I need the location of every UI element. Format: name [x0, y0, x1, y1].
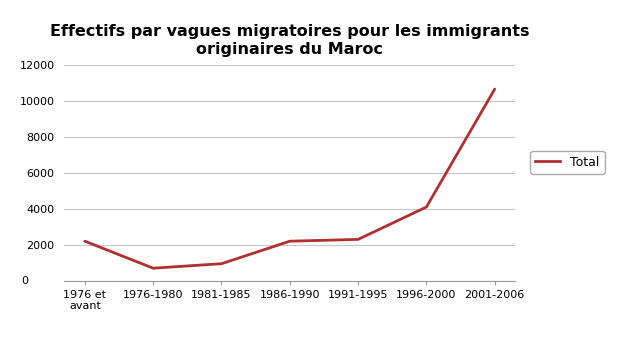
Legend: Total: Total — [531, 150, 605, 174]
Title: Effectifs par vagues migratoires pour les immigrants
originaires du Maroc: Effectifs par vagues migratoires pour le… — [50, 24, 529, 57]
Text: 0: 0 — [21, 276, 28, 286]
